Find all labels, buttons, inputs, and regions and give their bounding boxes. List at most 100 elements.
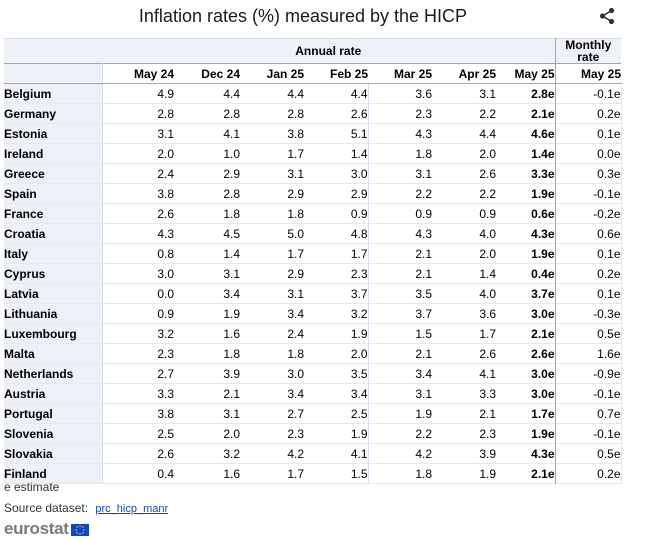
table-cell: 3.8 [287,126,304,141]
table-cell: 0.3e [555,163,622,184]
table-cell: 2.0 [223,426,240,441]
table-cell: 1.7 [304,243,369,264]
table-cell: 4.1 [223,126,240,141]
table-cell: 1.4 [304,143,369,164]
table-cell: 0.4e [496,263,556,284]
table-cell: 1.7 [287,466,304,481]
table-cell: 3.4 [304,383,369,404]
table-cell: 1.9 [223,306,240,321]
table-cell: 2.0 [479,146,496,161]
table-cell: 2.8 [223,186,240,201]
country-name: Croatia [4,223,103,244]
table-cell: 4.4 [223,86,240,101]
column-header[interactable]: May 25 [554,63,622,84]
country-name: Latvia [4,283,103,304]
monthly-rate-label-2: rate [577,50,600,64]
eu-flag-icon [70,524,89,536]
table-cell: 2.6 [304,103,369,124]
table-body: Belgium 4.9 4.4 4.4 4.4 3.6 3.1 2.8e -0.1e German… [4,83,622,484]
column-header[interactable]: Dec 24 [174,63,240,84]
source-dataset-link[interactable]: prc_hicp_manr [95,503,169,515]
table-cell: 0.9 [415,206,432,221]
table-cell: 4.4 [479,126,496,141]
table-cell: 3.0 [287,366,304,381]
eurostat-logo[interactable]: eurostat [4,519,89,538]
column-header[interactable]: May 25 [496,63,556,84]
table-cell: 1.9 [479,466,496,481]
table-cell: 0.9 [304,203,369,224]
table-cell: 1.5 [415,326,432,341]
table-cell: 2.8 [287,106,304,121]
table-row: Netherlands 2.7 3.9 3.0 3.5 3.4 4.1 3.0e -0.9e [4,363,622,384]
table-cell: 4.8 [304,223,369,244]
table-cell: 1.4e [496,143,556,164]
table-cell: 4.5 [223,226,240,241]
table-cell: 4.3e [496,443,556,464]
table-cell: 0.7e [555,403,622,424]
table-cell: 2.4 [287,326,304,341]
country-name: Portugal [4,403,103,424]
country-name: Greece [4,163,103,184]
group-header-row: Annual rate Monthly rate [4,38,622,64]
annual-rate-header: Annual rate [102,38,556,64]
share-icon[interactable] [598,7,616,25]
table-cell: -0.1e [555,183,622,204]
table-row: Greece 2.4 2.9 3.1 3.0 3.1 2.6 3.3e 0.3e [4,163,622,184]
table-cell: 2.8e [496,83,556,104]
table-row: Ireland 2.0 1.0 1.7 1.4 1.8 2.0 1.4e 0.0e [4,143,622,164]
country-name: Lithuania [4,303,103,324]
table-cell: 2.9 [287,186,304,201]
column-header[interactable]: Jan 25 [240,63,304,84]
table-cell: 3.2 [157,326,174,341]
table-cell: 3.1 [415,166,432,181]
table-cell: 3.0e [496,363,556,384]
country-name: France [4,203,103,224]
country-name: Slovakia [4,443,103,464]
table-cell: 2.7 [157,366,174,381]
table-cell: 2.1 [415,346,432,361]
table-cell: 1.9 [415,406,432,421]
column-header[interactable]: Apr 25 [432,63,496,84]
column-header[interactable]: May 24 [102,63,174,84]
table-row: Belgium 4.9 4.4 4.4 4.4 3.6 3.1 2.8e -0.1e [4,83,622,104]
table-cell: 2.1e [496,463,556,484]
table-cell: 2.2 [479,186,496,201]
column-header[interactable]: Mar 25 [368,63,432,84]
table-cell: 2.3 [479,426,496,441]
table-cell: 3.4 [223,286,240,301]
table-row: Croatia 4.3 4.5 5.0 4.8 4.3 4.0 4.3e 0.6e [4,223,622,244]
table-row: Germany 2.8 2.8 2.8 2.6 2.3 2.2 2.1e 0.2e [4,103,622,124]
table-cell: -0.1e [555,383,622,404]
table-cell: 3.0e [496,383,556,404]
table-row: Austria 3.3 2.1 3.4 3.4 3.1 3.3 3.0e -0.1e [4,383,622,404]
table-cell: 3.6 [479,306,496,321]
table-cell: 3.3 [157,386,174,401]
country-name: Germany [4,103,103,124]
table-cell: 1.4 [223,246,240,261]
table-cell: 4.4 [304,83,369,104]
table-cell: 2.4 [157,166,174,181]
table-cell: 3.1 [415,386,432,401]
table-cell: 2.6 [479,346,496,361]
table-cell: 3.1 [223,406,240,421]
country-name: Finland [4,463,103,484]
table-cell: 0.1e [555,243,622,264]
table-cell: 2.3 [287,426,304,441]
table-cell: 3.1 [223,266,240,281]
table-cell: -0.2e [555,203,622,224]
table-cell: 3.1 [479,86,496,101]
column-header[interactable]: Feb 25 [304,63,368,84]
table-cell: 1.7 [479,326,496,341]
table-cell: 0.5e [555,323,622,344]
table-cell: 4.2 [415,446,432,461]
table-cell: 2.0 [304,343,369,364]
source-line: Source dataset: prc_hicp_manr [4,501,168,515]
table-cell: 5.1 [304,123,369,144]
country-name: Italy [4,243,103,264]
table-cell: 3.1 [287,166,304,181]
hicp-table: Annual rate Monthly rate May 24 Dec 24 J… [4,38,622,484]
table-row: Lithuania 0.9 1.9 3.4 3.2 3.7 3.6 3.0e -0.3e [4,303,622,324]
country-name: Cyprus [4,263,103,284]
table-cell: 3.4 [287,386,304,401]
table-cell: 1.8 [287,206,304,221]
